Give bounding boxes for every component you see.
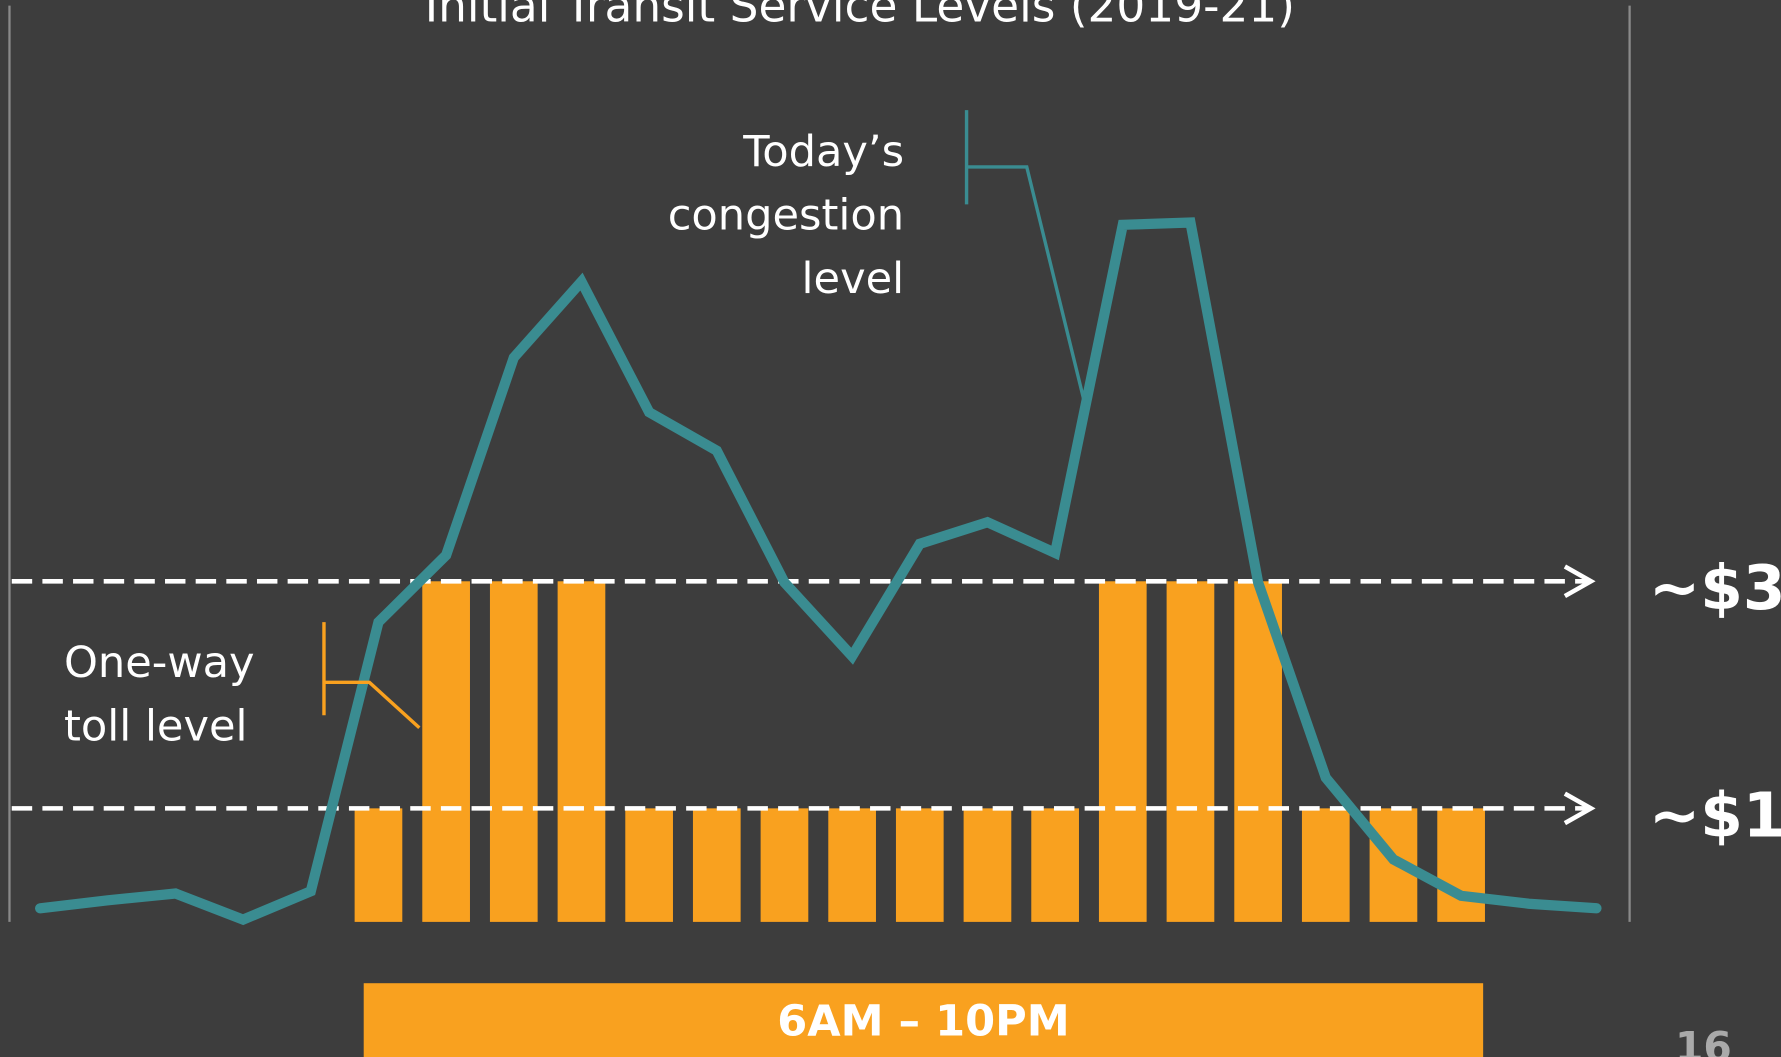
chart-title: Initial Transit Service Levels (2019-21) <box>425 0 1295 33</box>
bar <box>1031 808 1079 922</box>
reference-label: ~$1 <box>1649 780 1781 851</box>
annotation: One-way <box>64 638 255 688</box>
arrowhead <box>1563 564 1596 599</box>
page-number: 16 <box>1675 1023 1732 1057</box>
bar <box>1437 808 1485 922</box>
annotation: level <box>802 254 905 304</box>
bar <box>828 808 876 922</box>
bar <box>760 808 809 922</box>
bar <box>963 808 1012 922</box>
annotation: congestion <box>668 190 904 240</box>
bar <box>422 581 470 922</box>
bar <box>557 581 606 922</box>
window-band <box>363 983 1484 1057</box>
arrowhead <box>1563 791 1596 826</box>
bar <box>895 808 944 922</box>
bar <box>692 808 741 922</box>
bar <box>1301 808 1350 922</box>
reference-label: ~$3 <box>1649 553 1781 624</box>
annotation: Today’s <box>742 127 904 177</box>
bar <box>625 808 673 922</box>
plot <box>11 217 1602 926</box>
bar <box>1098 581 1147 922</box>
callout <box>323 680 421 730</box>
annotation: toll level <box>64 701 248 751</box>
bar <box>489 581 538 922</box>
bar <box>354 808 403 922</box>
congestion-line <box>35 217 1602 926</box>
bar <box>1166 581 1215 922</box>
callout <box>966 165 1087 404</box>
window-label: 6AM – 10PM <box>777 997 1069 1047</box>
